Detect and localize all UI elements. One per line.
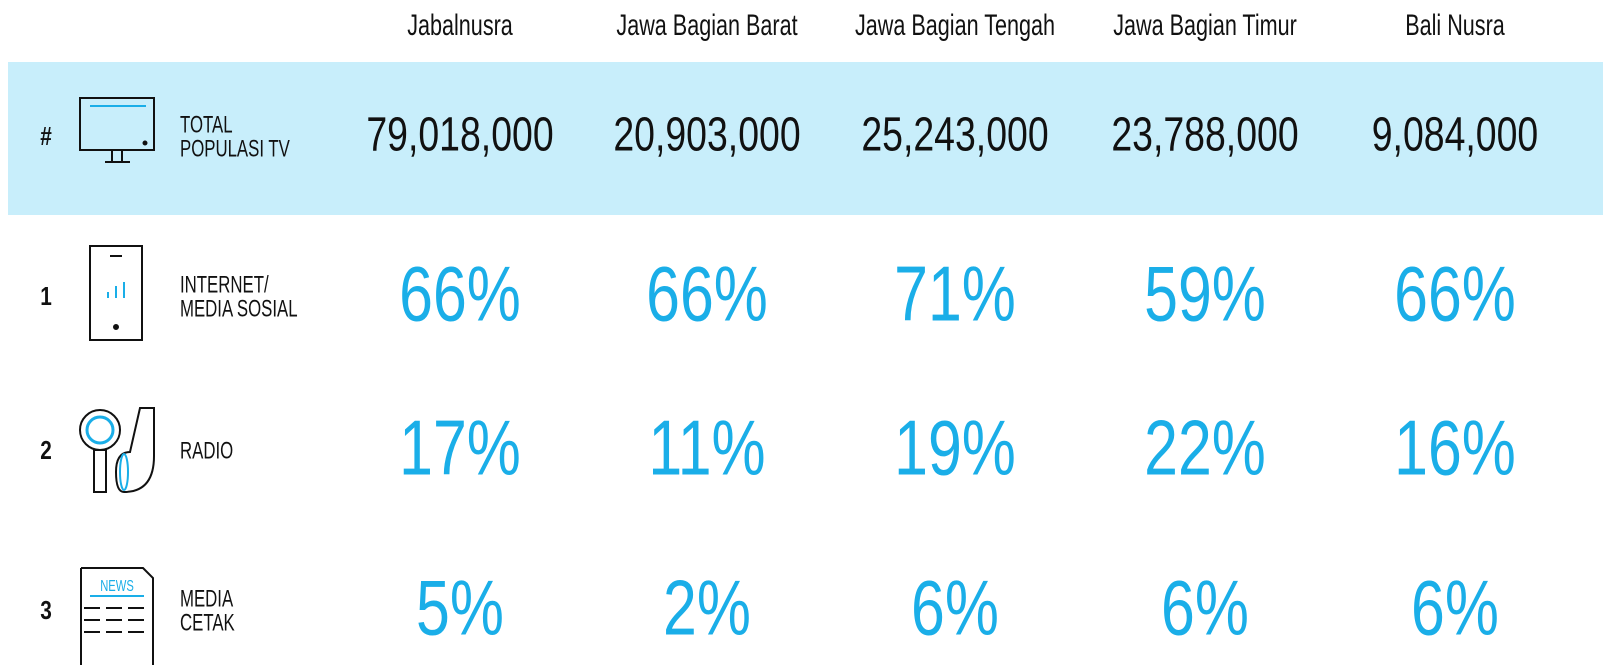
row-label: RADIO [180,437,233,464]
percent-value: 22% [1144,404,1266,491]
highlight-band [8,62,1603,215]
percent-value: 6% [1411,564,1499,651]
row-rank: # [40,122,52,151]
row-rank: 2 [40,436,52,465]
percent-value: 17% [399,404,521,491]
percent-value: 66% [399,250,521,337]
percent-value: 59% [1144,250,1266,337]
column-header: Jabalnusra [407,7,513,41]
percent-value: 2% [663,564,751,651]
phone-icon [89,245,143,341]
population-value: 9,084,000 [1372,108,1539,162]
row-label: CETAK [180,609,235,636]
column-header: Bali Nusra [1405,7,1505,41]
percent-value: 11% [648,404,765,491]
percent-value: 19% [894,404,1016,491]
population-value: 25,243,000 [861,108,1048,162]
radio-icon [79,407,155,494]
news-icon-text: NEWS [100,576,134,595]
row-rank: 3 [40,596,52,625]
column-header: Jawa Bagian Timur [1113,7,1297,41]
row-label: INTERNET/ [180,271,269,298]
news-icon [80,567,154,665]
row-rank: 1 [40,282,52,311]
percent-value: 5% [416,564,504,651]
population-value: 23,788,000 [1111,108,1298,162]
percent-value: 71% [894,250,1016,337]
row-label: MEDIA [180,585,233,612]
population-value: 79,018,000 [366,108,553,162]
percent-value: 16% [1394,404,1516,491]
population-value: 20,903,000 [613,108,800,162]
percent-value: 6% [1161,564,1249,651]
row-label: TOTAL [180,111,233,138]
percent-value: 6% [911,564,999,651]
column-header: Jawa Bagian Barat [616,7,798,41]
row-label: POPULASI TV [180,135,290,162]
row-label: MEDIA SOSIAL [180,295,298,322]
tv-icon [79,97,155,163]
column-header: Jawa Bagian Tengah [855,7,1055,41]
percent-value: 66% [646,250,768,337]
percent-value: 66% [1394,250,1516,337]
